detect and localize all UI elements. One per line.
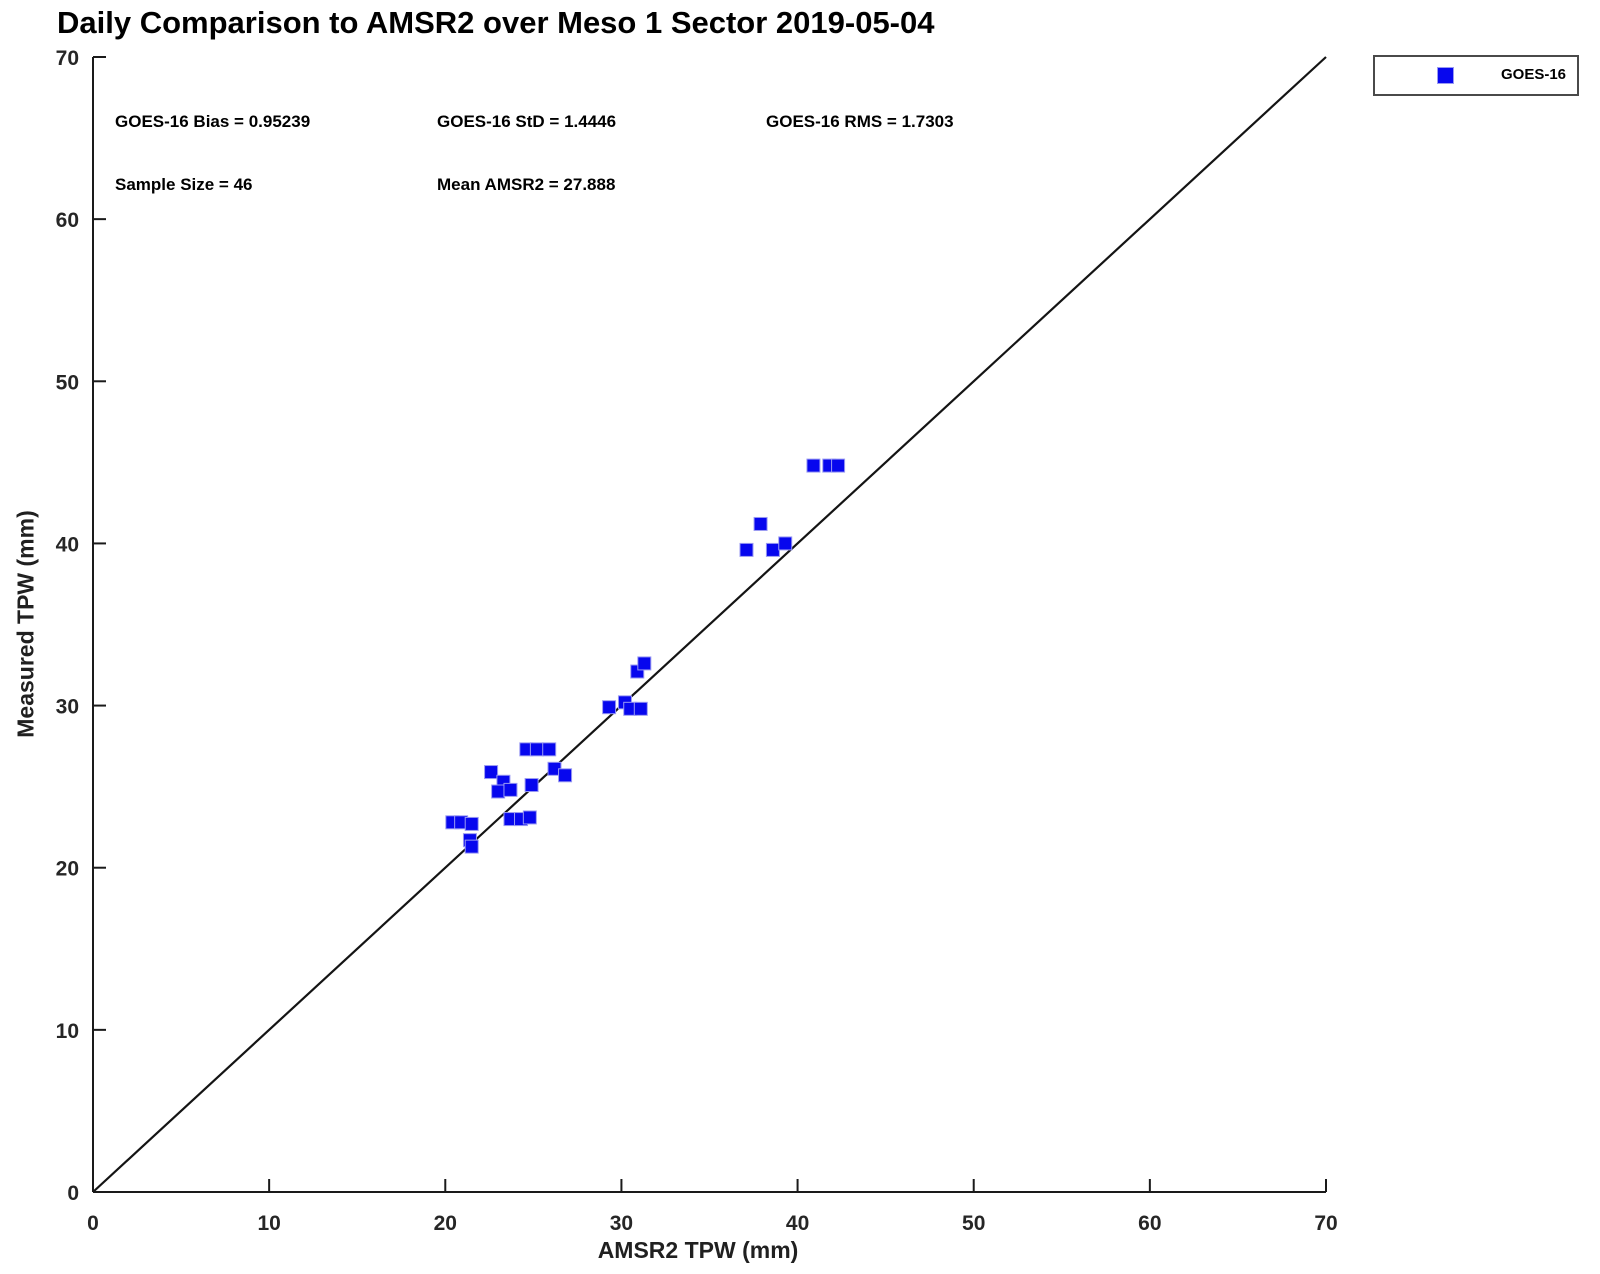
scatter-point <box>806 458 821 473</box>
x-tick-label: 0 <box>87 1212 99 1235</box>
scatter-point <box>503 782 518 797</box>
stat-sample-size: Sample Size = 46 <box>115 175 253 194</box>
legend-square-marker-icon <box>1437 67 1454 84</box>
x-axis: 0 10 20 30 40 50 60 70 <box>87 1179 1338 1235</box>
y-tick-label: 0 <box>67 1182 79 1205</box>
x-tick-label: 70 <box>1314 1212 1337 1235</box>
chart-title: Daily Comparison to AMSR2 over Meso 1 Se… <box>57 5 935 40</box>
y-tick-label: 20 <box>56 858 79 881</box>
scatter-point <box>637 656 652 671</box>
legend: GOES-16 <box>1373 55 1579 96</box>
y-tick-label: 60 <box>56 209 79 232</box>
x-axis-label: AMSR2 TPW (mm) <box>597 1237 799 1263</box>
y-tick-label: 10 <box>56 1020 79 1043</box>
identity-line <box>92 56 1327 1193</box>
y-tick-label: 50 <box>56 371 79 394</box>
y-axis-label: Measured TPW (mm) <box>12 510 39 738</box>
scatter-point <box>542 742 557 757</box>
y-axis: 0 10 20 30 40 50 60 70 <box>56 47 106 1205</box>
y-tick-label: 70 <box>56 47 79 70</box>
scatter-point <box>484 765 499 780</box>
scatter-point <box>633 701 648 716</box>
scatter-point <box>464 816 479 831</box>
scatter-points <box>445 458 846 854</box>
scatter-point <box>491 784 506 799</box>
scatter-point <box>831 458 846 473</box>
scatter-point <box>753 516 768 531</box>
scatter-point <box>522 810 537 825</box>
scatter-point <box>765 542 780 557</box>
stat-mean-amsr2: Mean AMSR2 = 27.888 <box>437 175 616 194</box>
stat-rms: GOES-16 RMS = 1.7303 <box>766 112 954 131</box>
stat-bias: GOES-16 Bias = 0.95239 <box>115 112 311 131</box>
y-tick-label: 30 <box>56 696 79 719</box>
scatter-point <box>529 742 544 757</box>
x-tick-label: 30 <box>610 1212 633 1235</box>
scatter-point <box>739 542 754 557</box>
scatter-point <box>602 700 617 715</box>
legend-label: GOES-16 <box>1501 66 1567 83</box>
scatter-point <box>464 839 479 854</box>
y-tick-label: 40 <box>56 533 79 556</box>
stat-std: GOES-16 StD = 1.4446 <box>437 112 617 131</box>
x-tick-label: 10 <box>257 1212 280 1235</box>
scatter-point <box>778 536 793 551</box>
scatter-point <box>524 778 539 793</box>
x-tick-label: 40 <box>786 1212 809 1235</box>
x-tick-label: 50 <box>962 1212 985 1235</box>
x-tick-label: 20 <box>434 1212 457 1235</box>
scatter-point <box>558 768 573 783</box>
x-tick-label: 60 <box>1138 1212 1161 1235</box>
